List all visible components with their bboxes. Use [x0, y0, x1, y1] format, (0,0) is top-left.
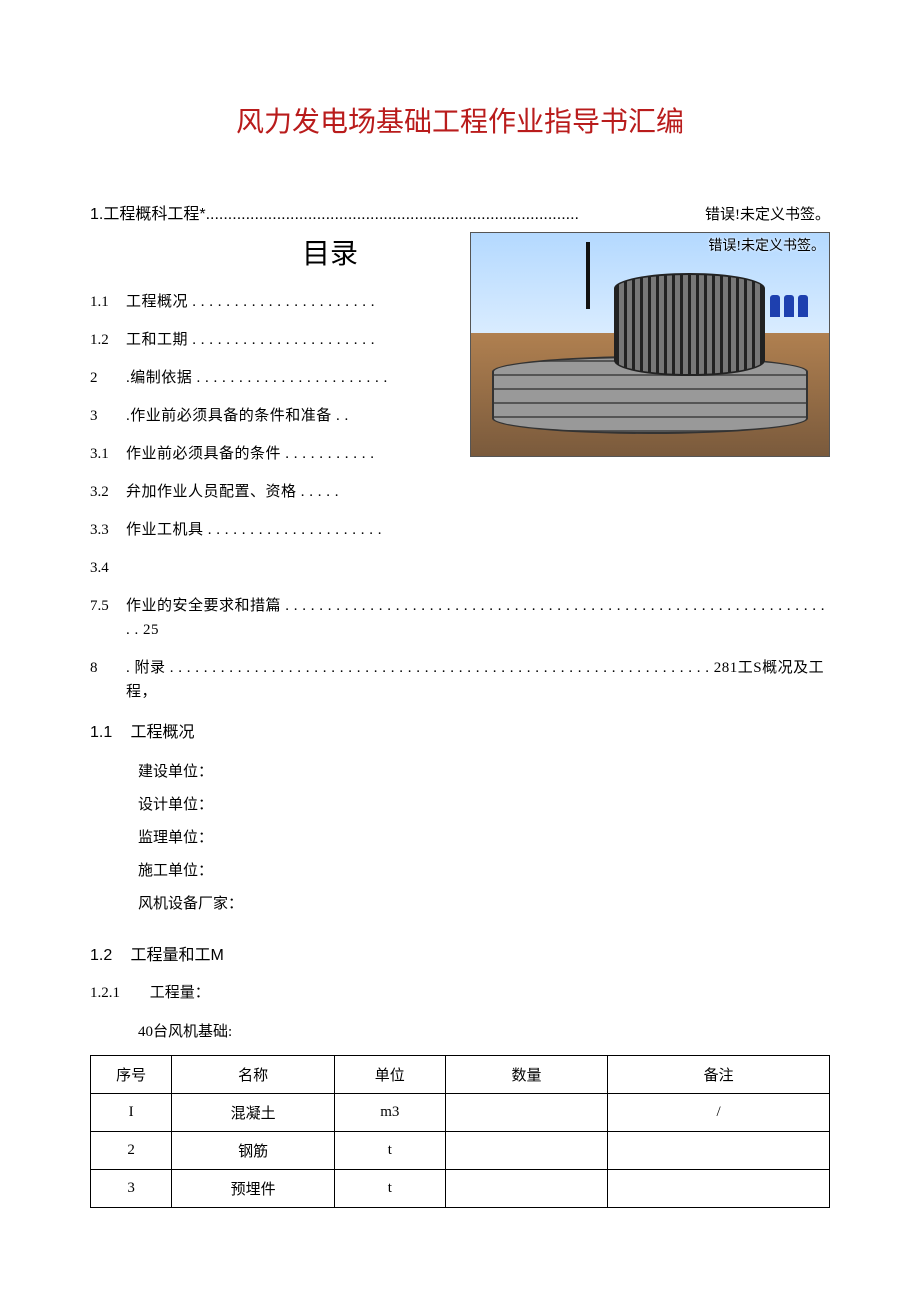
- bookmark-error-partial: 错误!未定义书签。: [708, 235, 825, 255]
- table-cell: 3: [91, 1170, 172, 1208]
- toc-text: .作业前必须具备的条件和准备 . .: [126, 404, 349, 428]
- document-title: 风力发电场基础工程作业指导书汇编: [90, 100, 830, 140]
- table-intro: 40台风机基础:: [138, 1020, 830, 1041]
- table-cell: m3: [334, 1094, 445, 1132]
- section-title: 工程量和工M: [130, 947, 223, 964]
- toc-item: 8. 附录 . . . . . . . . . . . . . . . . . …: [90, 656, 830, 704]
- toc-text: 作业工机具 . . . . . . . . . . . . . . . . . …: [126, 518, 382, 542]
- toc-num: 8: [90, 656, 126, 704]
- toc-item: 3.作业前必须具备的条件和准备 . .: [90, 404, 460, 428]
- toc-text: 作业的安全要求和措篇 . . . . . . . . . . . . . . .…: [126, 594, 830, 642]
- toc-num: 1.2: [90, 328, 126, 352]
- toc-item: 3.4: [90, 556, 830, 580]
- table-header: 备注: [608, 1056, 830, 1094]
- table-cell: [608, 1170, 830, 1208]
- overview-line: 风机设备厂家：: [90, 888, 830, 921]
- section-title: 工程概况: [130, 724, 194, 741]
- table-cell: 混凝土: [172, 1094, 335, 1132]
- table-cell: /: [608, 1094, 830, 1132]
- table-cell: 钢筋: [172, 1132, 335, 1170]
- section-1-2-heading: 1.2 工程量和工M: [90, 941, 830, 965]
- table-cell: [608, 1132, 830, 1170]
- toc-text: 弁加作业人员配置、资格 . . . . .: [126, 480, 339, 504]
- toc-num: 3.4: [90, 556, 126, 580]
- toc-text: 作业前必须具备的条件 . . . . . . . . . . .: [126, 442, 375, 466]
- toc-entry-0: 1.工程概科工程*...............................…: [90, 200, 830, 224]
- toc-item: 1.1工程概况 . . . . . . . . . . . . . . . . …: [90, 290, 460, 314]
- table-row: 3 预埋件 t: [91, 1170, 830, 1208]
- toc-item: 1.2工和工期 . . . . . . . . . . . . . . . . …: [90, 328, 460, 352]
- toc-text: 工程概况 . . . . . . . . . . . . . . . . . .…: [126, 290, 375, 314]
- table-header: 单位: [334, 1056, 445, 1094]
- quantities-table: 序号 名称 单位 数量 备注 I 混凝土 m3 / 2 钢筋 t 3 预埋件 t: [90, 1055, 830, 1208]
- toc-num: 7.5: [90, 594, 126, 642]
- toc-item: 3.3作业工机具 . . . . . . . . . . . . . . . .…: [90, 518, 830, 542]
- overview-line: 设计单位：: [90, 789, 830, 822]
- overview-line: 施工单位：: [90, 855, 830, 888]
- table-cell: 2: [91, 1132, 172, 1170]
- overview-line: 监理单位：: [90, 822, 830, 855]
- section-num: 1.2: [90, 947, 126, 965]
- toc-num: 3.2: [90, 480, 126, 504]
- table-cell: t: [334, 1132, 445, 1170]
- foundation-photo: 错误!未定义书签。: [470, 232, 830, 457]
- toc-num: 3: [90, 404, 126, 428]
- overview-line: 建设单位：: [90, 756, 830, 789]
- table-cell: [445, 1094, 608, 1132]
- table-header-row: 序号 名称 单位 数量 备注: [91, 1056, 830, 1094]
- toc-num: 2: [90, 366, 126, 390]
- section-num: 1.1: [90, 724, 126, 742]
- table-cell: 预埋件: [172, 1170, 335, 1208]
- table-row: I 混凝土 m3 /: [91, 1094, 830, 1132]
- section-1-2-1-heading: 1.2.1 工程量：: [90, 981, 830, 1002]
- table-row: 2 钢筋 t: [91, 1132, 830, 1170]
- table-header: 数量: [445, 1056, 608, 1094]
- table-cell: [445, 1132, 608, 1170]
- bookmark-error-0: 错误!未定义书签。: [705, 203, 830, 224]
- toc-text: . 附录 . . . . . . . . . . . . . . . . . .…: [126, 656, 830, 704]
- toc-num: 3.3: [90, 518, 126, 542]
- toc-num: 3.1: [90, 442, 126, 466]
- section-1-1-heading: 1.1 工程概况: [90, 718, 830, 742]
- toc-item: 7.5作业的安全要求和措篇 . . . . . . . . . . . . . …: [90, 594, 830, 642]
- section-title: 工程量：: [150, 985, 210, 1001]
- toc-entry-0-text: 1.工程概科工程*...............................…: [90, 200, 579, 224]
- toc-item: 3.2弁加作业人员配置、资格 . . . . .: [90, 480, 830, 504]
- toc-item: 3.1作业前必须具备的条件 . . . . . . . . . . .: [90, 442, 460, 466]
- table-cell: I: [91, 1094, 172, 1132]
- toc-num: 1.1: [90, 290, 126, 314]
- section-num: 1.2.1: [90, 985, 146, 1002]
- toc-text: .编制依据 . . . . . . . . . . . . . . . . . …: [126, 366, 388, 390]
- table-cell: [445, 1170, 608, 1208]
- table-header: 名称: [172, 1056, 335, 1094]
- table-cell: t: [334, 1170, 445, 1208]
- toc-text: 工和工期 . . . . . . . . . . . . . . . . . .…: [126, 328, 375, 352]
- toc-item: 2.编制依据 . . . . . . . . . . . . . . . . .…: [90, 366, 460, 390]
- table-header: 序号: [91, 1056, 172, 1094]
